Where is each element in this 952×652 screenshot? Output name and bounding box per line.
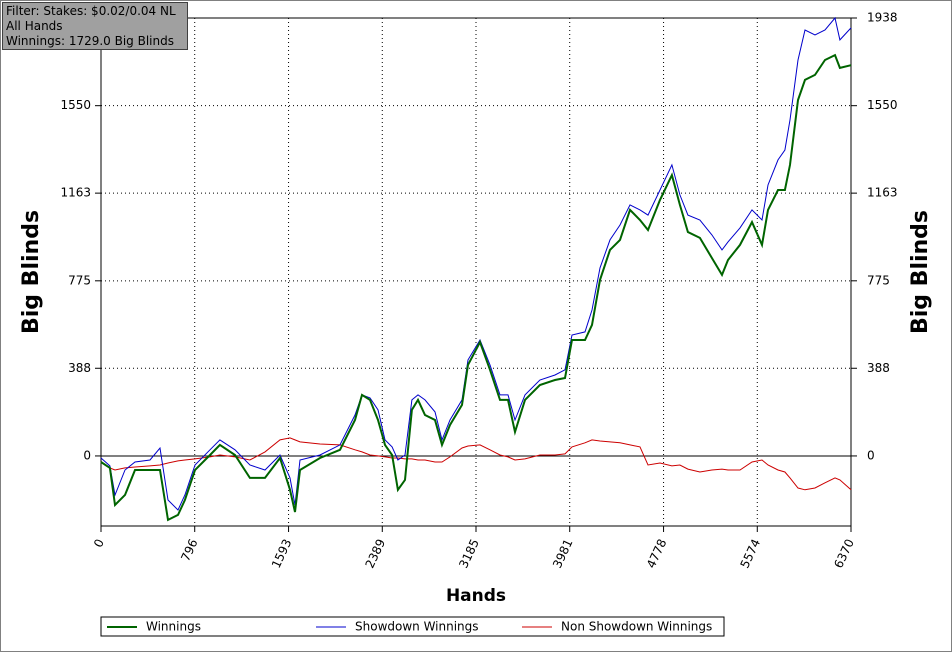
x-tick-label: 2389	[363, 537, 389, 571]
series-line	[100, 437, 852, 491]
x-tick-label: 5574	[738, 537, 764, 571]
filter-line: Filter: Stakes: $0.02/0.04 NL	[6, 4, 176, 18]
y2-tick-label: 775	[867, 273, 890, 287]
series-line	[100, 53, 852, 522]
y-tick-label: 1550	[60, 98, 91, 112]
y2-tick-label: 1550	[867, 98, 898, 112]
filter-box: Filter: Stakes: $0.02/0.04 NL All Hands …	[2, 2, 188, 50]
y-axis-title: Big Blinds	[19, 210, 44, 334]
x-tick-label: 6370	[831, 537, 857, 571]
y2-tick-label: 1163	[867, 186, 898, 200]
y-tick-label: 1163	[60, 186, 91, 200]
x-tick-label: 3185	[456, 537, 482, 571]
y2-tick-label: 1938	[867, 11, 898, 25]
x-tick-label: 0	[91, 537, 107, 550]
y-tick-label: 775	[68, 273, 91, 287]
legend-label: Non Showdown Winnings	[561, 620, 712, 634]
legend-box	[100, 616, 725, 637]
y-tick-label: 0	[83, 448, 91, 462]
x-tick-label: 4778	[644, 537, 670, 571]
y-tick-label: 388	[68, 361, 91, 375]
legend-label: Showdown Winnings	[355, 620, 479, 634]
x-tick-label: 796	[178, 537, 200, 564]
legend-label: Winnings	[146, 620, 201, 634]
y2-tick-label: 0	[867, 448, 875, 462]
series-line	[100, 16, 852, 511]
x-tick-label: 3981	[550, 537, 576, 571]
x-tick-label: 1593	[269, 537, 295, 571]
filter-line: All Hands	[6, 19, 63, 33]
x-axis-title: Hands	[446, 586, 506, 606]
y2-axis-title: Big Blinds	[908, 210, 933, 334]
filter-line: Winnings: 1729.0 Big Blinds	[6, 34, 174, 48]
y2-tick-label: 388	[867, 361, 890, 375]
